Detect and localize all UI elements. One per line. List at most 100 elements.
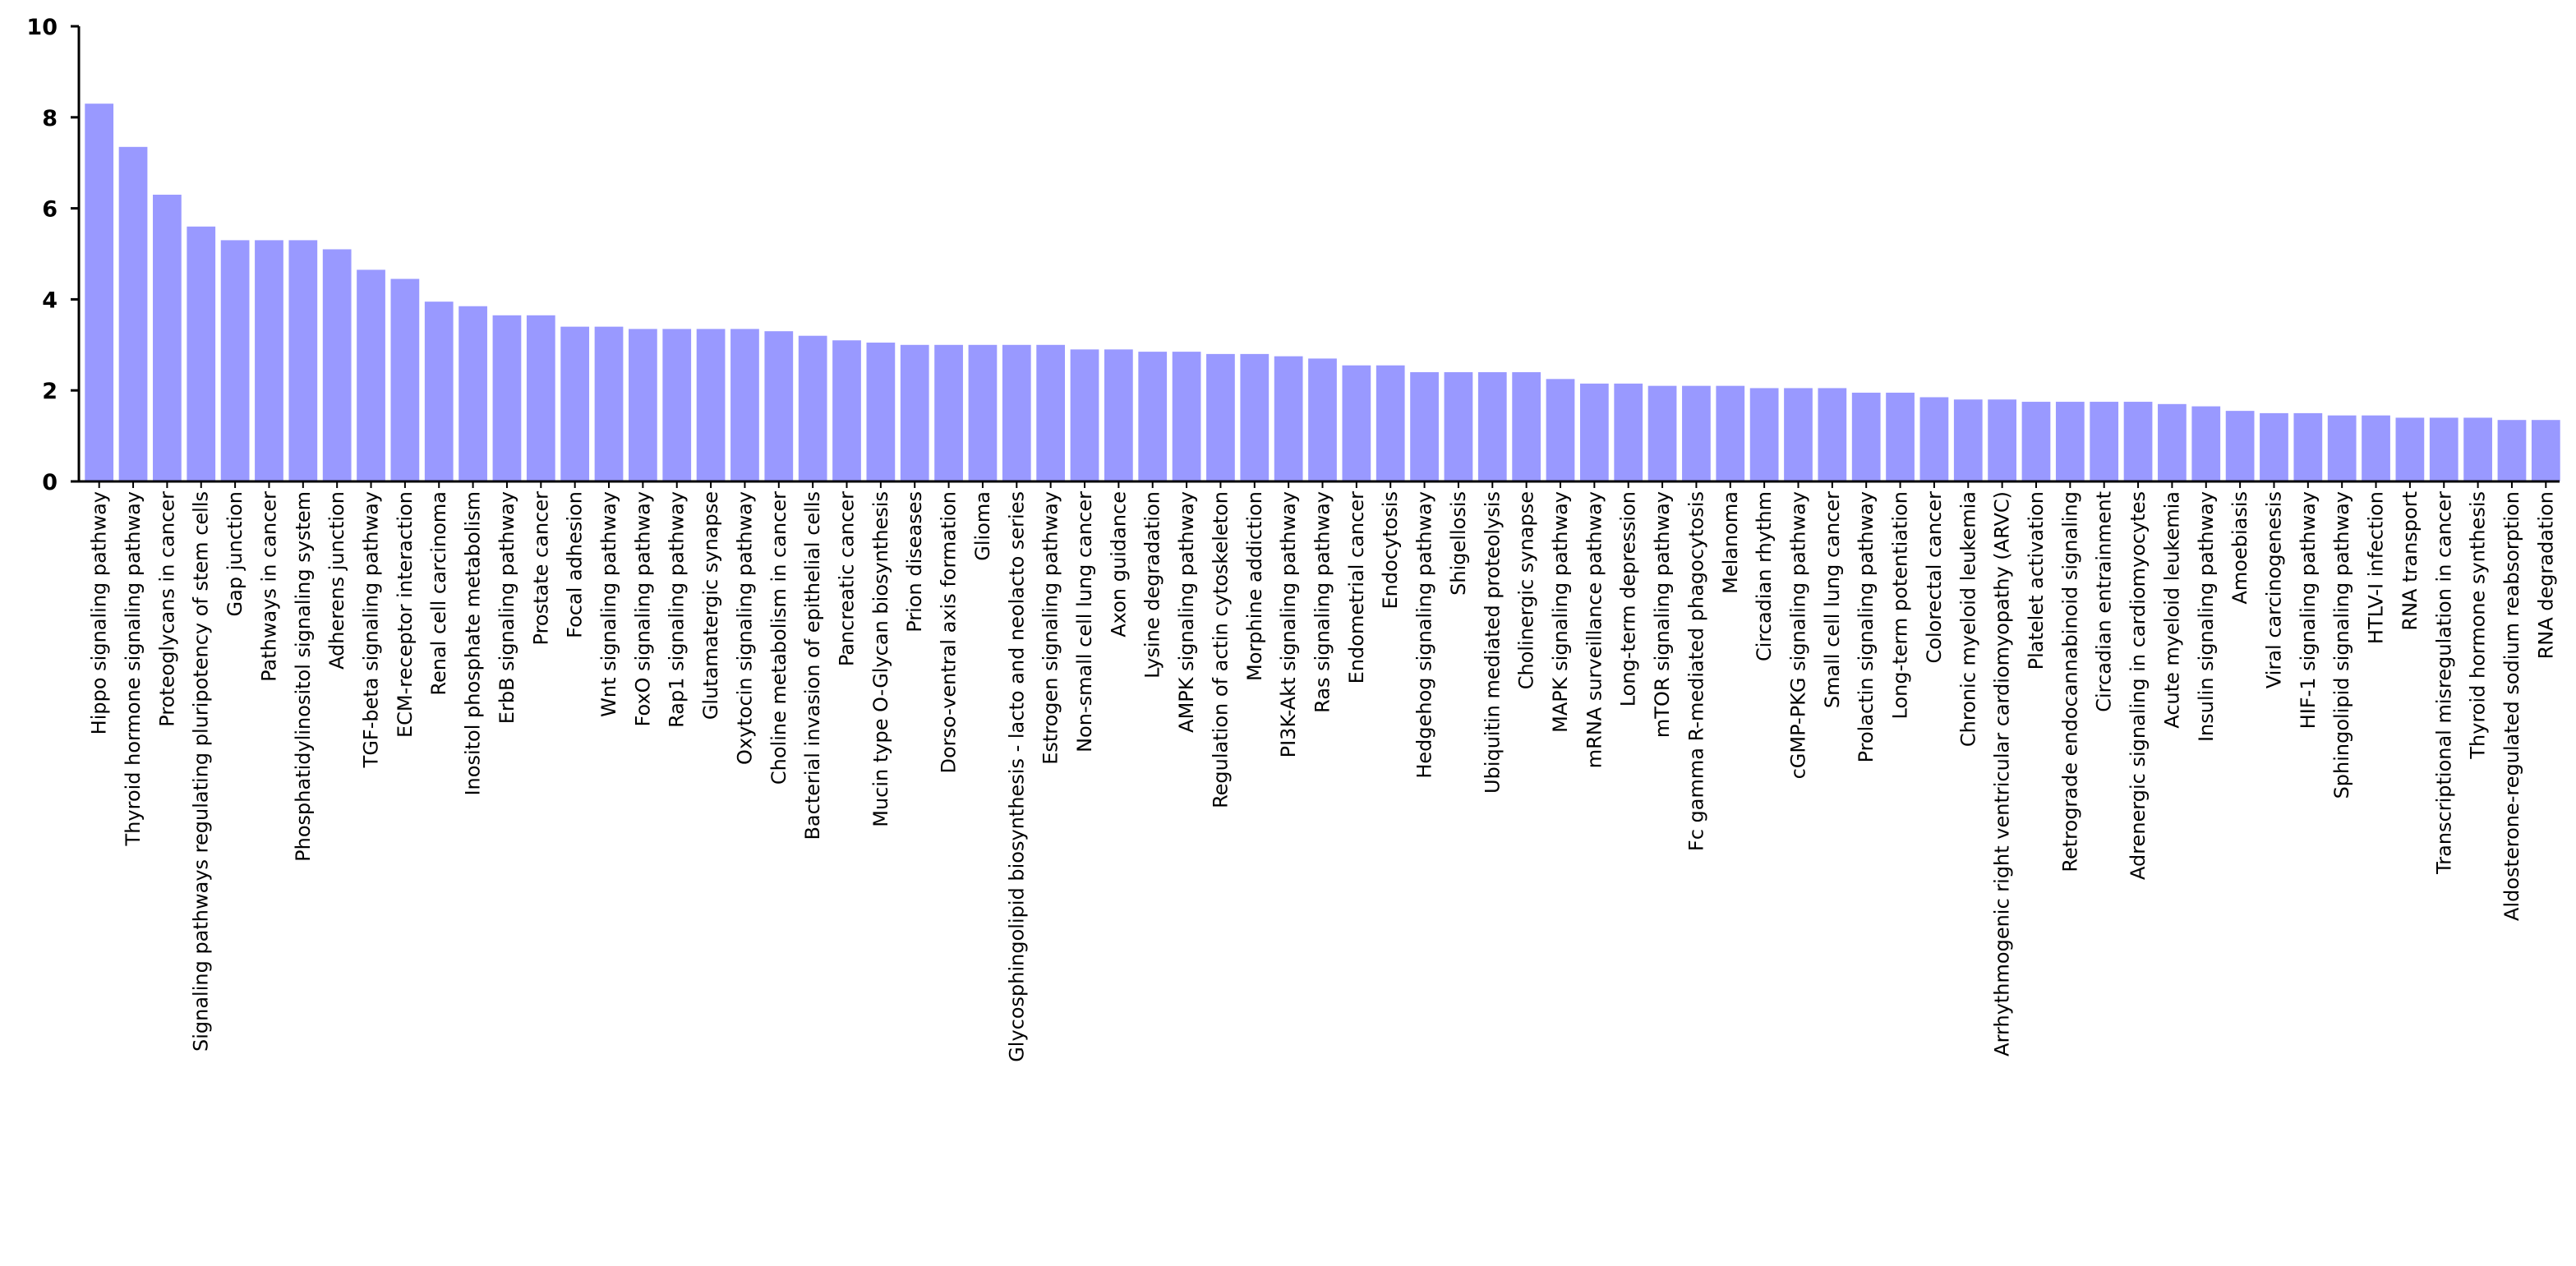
bar [1036,344,1066,481]
bar [2293,412,2323,481]
x-tick-label: Endometrial cancer [1345,491,1368,684]
x-tick-label: Oxytocin signaling pathway [733,491,756,765]
x-tick-label: Renal cell carcinoma [427,491,450,696]
bar [2090,402,2119,481]
x-tick-label: TGF-beta signaling pathway [360,491,383,768]
x-tick-label: Sphingolipid signaling pathway [2330,491,2353,799]
bar [560,326,590,481]
bar [662,329,692,481]
x-tick-label: Prion diseases [903,491,926,633]
x-tick-label: Glycosphingolipid biosynthesis - lacto a… [1005,491,1028,1062]
x-tick-label: Mucin type O-Glycan biosynthesis [869,491,892,827]
bar [1376,365,1405,481]
x-tick-label: Non-small cell lung cancer [1073,491,1096,753]
x-tick-label: Long-term potentiation [1889,491,1912,719]
bar [118,146,148,481]
x-tick-label: RNA transport [2399,491,2422,631]
x-tick-label: cGMP-PKG signaling pathway [1786,491,1809,779]
bars-layer [85,104,2560,482]
y-tick-label: 6 [42,197,58,223]
x-tick-label: Ubiquitin mediated proteolysis [1481,491,1504,794]
bar [764,331,794,481]
x-tick-label: Choline metabolism in cancer [767,491,790,785]
bar [220,240,250,481]
x-tick-label: Morphine addiction [1243,491,1266,681]
x-tick-label: Pathways in cancer [257,491,280,682]
x-tick-label: Colorectal cancer [1923,491,1946,664]
bar [1138,352,1168,481]
bar [2362,415,2390,481]
x-tick-label: mTOR signaling pathway [1651,491,1674,738]
bar [390,279,420,481]
bar [2395,417,2425,481]
x-tick-label: Glioma [971,491,994,561]
bar [187,226,216,481]
x-tick-label: HIF-1 signaling pathway [2297,491,2320,729]
x-tick-label: Gap junction [223,491,247,616]
x-tick-label: Hedgehog signaling pathway [1413,491,1436,779]
bar [1784,388,1813,481]
bar [2327,415,2357,481]
bar [1274,356,1303,481]
x-tick-label: Amoebiasis [2228,491,2251,605]
bar [934,344,963,481]
bar [900,344,929,481]
x-tick-label: Prostate cancer [529,491,552,646]
x-tick-label: Insulin signaling pathway [2195,491,2218,742]
x-tick-label: Chronic myeloid leukemia [1956,491,1979,747]
bar [1477,372,1507,481]
x-tick-label: Wnt signaling pathway [597,491,620,717]
x-tick-label: mRNA surveillance pathway [1583,491,1606,768]
x-tick-label: MAPK signaling pathway [1549,491,1572,733]
bar [288,240,318,481]
bar [2191,406,2221,481]
x-tick-label: HTLV-I infection [2365,491,2388,644]
bar [1579,383,1609,481]
bar [866,343,896,481]
x-tick-label: Rap1 signaling pathway [666,491,689,728]
x-tick-label: Platelet activation [2025,491,2048,670]
bar [1886,392,1915,481]
x-tick-label: Inositol phosphate metabolism [462,491,485,796]
x-tick-label: Circadian rhythm [1753,491,1776,661]
bar [1749,388,1779,481]
x-tick-label: Dorso-ventral axis formation [938,491,961,774]
bar [1682,385,1711,481]
bar [1002,344,1031,481]
bar [1953,399,1983,481]
x-tick-label: Hippo signaling pathway [88,491,111,734]
bar [1988,399,2016,481]
x-tick-label: Retrograde endocannabinoid signaling [2058,491,2081,872]
bar [1512,372,1541,481]
y-tick-label: 4 [42,288,58,313]
bar [85,104,114,482]
bar [696,329,726,481]
bar [629,329,657,481]
bar [1240,353,1270,481]
x-tick-label: Aldosterone-regulated sodium reabsorptio… [2500,491,2523,921]
y-tick-label: 8 [42,106,58,131]
x-tick-label: ErbB signaling pathway [495,491,518,724]
x-tick-label: Bacterial invasion of epithelial cells [801,491,824,840]
bar [492,315,522,481]
y-tick-label: 10 [26,15,58,40]
bar [1172,352,1201,481]
x-tick-label: Adherens junction [325,491,348,670]
x-axis: Hippo signaling pathway Thyroid hormone s… [79,480,2560,1062]
x-tick-label: Adrenergic signaling in cardiomyocytes [2127,491,2150,880]
bar [1716,385,1745,481]
bar [2055,402,2085,481]
x-tick-label: Cholinergic synapse [1515,491,1538,689]
bar [1342,365,1371,481]
x-tick-label: Small cell lung cancer [1821,491,1844,708]
bar [1206,353,1235,481]
bar [1546,379,1575,481]
bar [2260,412,2288,481]
bar [968,344,998,481]
bar [1444,372,1473,481]
x-tick-label: Viral carcinogenesis [2262,491,2285,688]
bar [730,329,759,481]
bar [357,269,385,481]
x-tick-label: Pancreatic cancer [836,491,859,666]
